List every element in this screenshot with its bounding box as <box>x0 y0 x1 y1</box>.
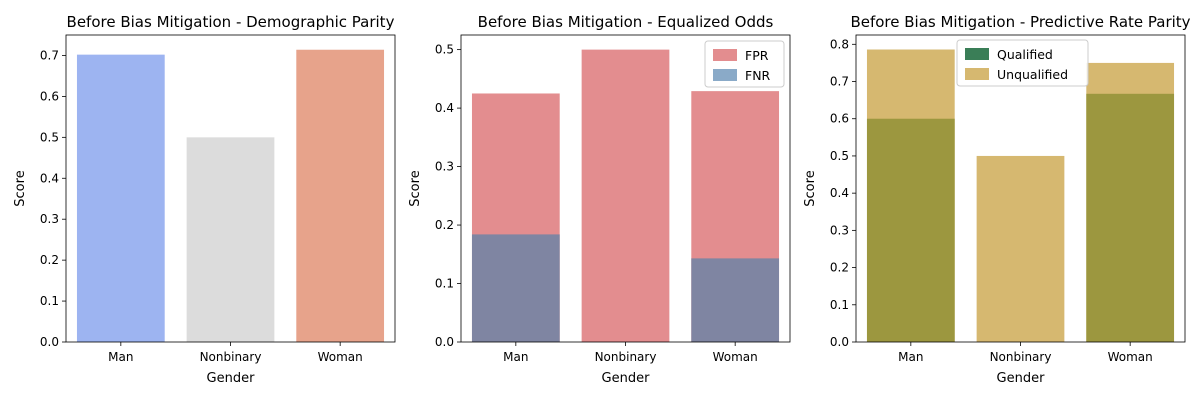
y-axis-label: Score <box>408 170 423 206</box>
y-tick-label: 0.0 <box>830 335 849 349</box>
bar-fnr-woman <box>691 258 780 342</box>
chart-panel-2: 0.0 0.1 0.2 0.3 0.4 0.5 Man Nonbinary Woman Gende… <box>408 13 791 386</box>
bar-fnr-man <box>471 234 560 342</box>
x-tick-label: Woman <box>713 350 758 364</box>
y-tick-label: 0.0 <box>40 335 59 349</box>
y-tick-label: 0.1 <box>830 298 849 312</box>
chart-panel-1: 0.0 0.1 0.2 0.3 0.4 0.5 0.6 0.7 Man Nonbinary Woma… <box>13 13 396 386</box>
legend: FPR FNR <box>704 40 785 88</box>
y-tick-label: 0.3 <box>435 160 454 174</box>
x-tick-label: Nonbinary <box>200 350 262 364</box>
y-axis-label: Score <box>13 170 28 206</box>
y-tick-label: 0.2 <box>435 218 454 232</box>
y-tick-label: 0.7 <box>830 75 849 89</box>
y-tick-label: 0.5 <box>830 149 849 163</box>
y-tick-label: 0.4 <box>830 186 849 200</box>
chart-title: Before Bias Mitigation - Predictive Rate… <box>850 13 1190 31</box>
y-tick-label: 0.8 <box>830 37 849 51</box>
legend-label-fpr: FPR <box>745 48 769 63</box>
bar-qualified-woman <box>1086 93 1175 342</box>
y-tick-label: 0.3 <box>40 212 59 226</box>
chart-panel-3: 0.0 0.1 0.2 0.3 0.4 0.5 0.6 0.7 0.8 Man Nonbinary W… <box>803 13 1191 386</box>
y-tick-label: 0.0 <box>435 335 454 349</box>
legend: Qualified Unqualified <box>956 39 1089 87</box>
legend-swatch-fnr <box>713 69 737 81</box>
legend-swatch-unqualified <box>965 68 989 80</box>
y-tick-label: 0.2 <box>830 261 849 275</box>
bar-qualified-man <box>866 118 955 343</box>
y-tick-label: 0.5 <box>40 130 59 144</box>
x-axis-label: Gender <box>997 371 1046 386</box>
y-tick-label: 0.3 <box>830 223 849 237</box>
legend-label-fnr: FNR <box>745 68 771 83</box>
y-tick-label: 0.7 <box>40 48 59 62</box>
x-axis-label: Gender <box>207 371 256 386</box>
x-tick-label: Man <box>108 350 133 364</box>
chart-title: Before Bias Mitigation - Demographic Par… <box>67 13 395 31</box>
chart-title: Before Bias Mitigation - Equalized Odds <box>478 13 774 31</box>
x-tick-label: Man <box>503 350 528 364</box>
x-tick-label: Nonbinary <box>595 350 657 364</box>
bar-unqualified-nonbinary <box>976 155 1065 342</box>
y-axis-label: Score <box>803 170 818 206</box>
x-tick-label: Woman <box>1108 350 1153 364</box>
legend-swatch-fpr <box>713 49 737 61</box>
x-tick-label: Woman <box>318 350 363 364</box>
bar-man <box>76 54 165 342</box>
legend-label-qualified: Qualified <box>997 47 1053 62</box>
x-tick-label: Nonbinary <box>990 350 1052 364</box>
bar-woman <box>296 49 385 343</box>
legend-swatch-qualified <box>965 48 989 60</box>
y-tick-label: 0.1 <box>435 277 454 291</box>
bar-fpr-nonbinary <box>581 49 670 342</box>
y-tick-label: 0.1 <box>40 294 59 308</box>
x-tick-label: Man <box>898 350 923 364</box>
y-tick-label: 0.6 <box>830 112 849 126</box>
bar-nonbinary <box>186 137 275 342</box>
legend-label-unqualified: Unqualified <box>997 67 1068 82</box>
legend-box <box>956 39 1089 87</box>
y-tick-label: 0.6 <box>40 89 59 103</box>
y-tick-label: 0.2 <box>40 253 59 267</box>
y-tick-label: 0.4 <box>435 101 454 115</box>
y-tick-label: 0.4 <box>40 171 59 185</box>
y-tick-label: 0.5 <box>435 43 454 57</box>
x-axis-label: Gender <box>602 371 651 386</box>
